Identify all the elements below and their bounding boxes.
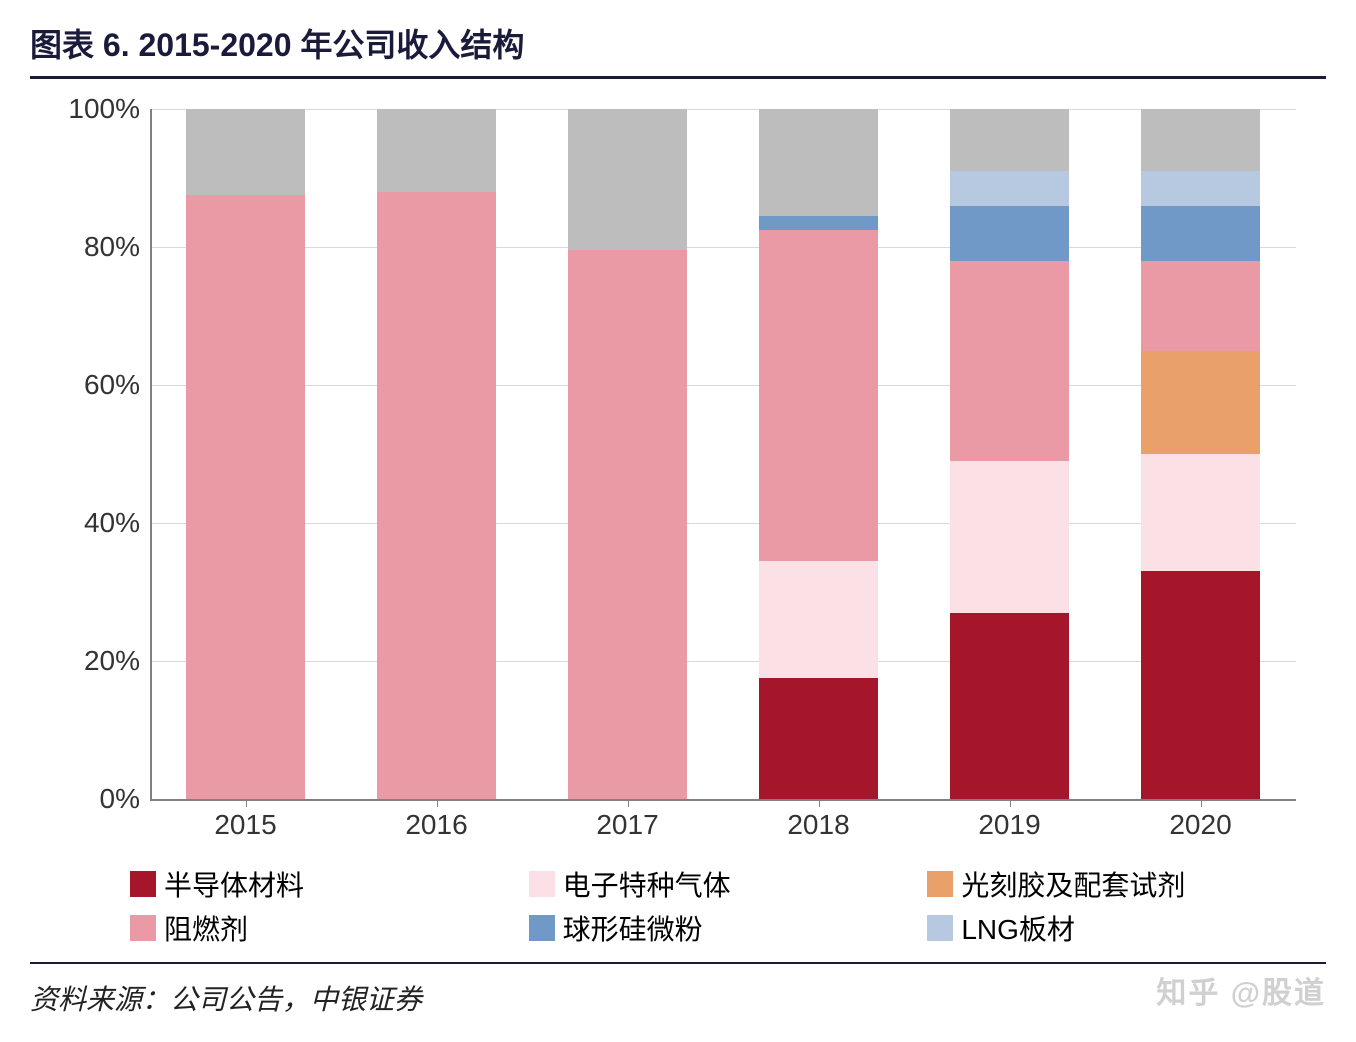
bar-group xyxy=(568,109,686,799)
bar-group xyxy=(759,109,877,799)
x-tick-mark xyxy=(628,799,629,807)
bar-segment xyxy=(759,109,877,216)
bar-segment xyxy=(759,230,877,561)
legend-swatch xyxy=(529,871,555,897)
legend-swatch xyxy=(130,871,156,897)
grid-line xyxy=(150,799,1296,801)
bar-segment xyxy=(377,109,495,192)
x-tick-mark xyxy=(1201,799,1202,807)
bar-group xyxy=(186,109,304,799)
legend: 半导体材料 电子特种气体 光刻胶及配套试剂阻燃剂 球形硅微粉 LNG板材 xyxy=(30,859,1326,958)
grid-line xyxy=(150,247,1296,248)
grid-line xyxy=(150,661,1296,662)
x-tick-mark xyxy=(437,799,438,807)
legend-item: 阻燃剂 xyxy=(130,908,529,948)
bar-segment xyxy=(1141,171,1259,206)
legend-swatch xyxy=(529,915,555,941)
bar-segment xyxy=(1141,454,1259,571)
y-axis-line xyxy=(150,109,152,799)
legend-item: 半导体材料 xyxy=(130,864,529,904)
y-tick-label: 100% xyxy=(68,93,140,125)
y-tick-label: 20% xyxy=(84,645,140,677)
legend-label: LNG板材 xyxy=(961,908,1075,948)
bar-segment xyxy=(1141,571,1259,799)
bar-segment xyxy=(950,109,1068,171)
plot-region: 201520162017201820192020 xyxy=(150,109,1296,799)
grid-line xyxy=(150,109,1296,110)
grid-line xyxy=(150,523,1296,524)
bar-segment xyxy=(759,216,877,230)
bar-segment xyxy=(186,109,304,195)
x-tick-label: 2019 xyxy=(978,809,1040,841)
legend-item: 光刻胶及配套试剂 xyxy=(927,864,1326,904)
figure-container: 图表 6. 2015-2020 年公司收入结构 2015201620172018… xyxy=(0,0,1356,1042)
x-tick-mark xyxy=(246,799,247,807)
bar-segment xyxy=(377,192,495,799)
bar-segment xyxy=(1141,351,1259,455)
bar-segment xyxy=(950,171,1068,206)
legend-label: 电子特种气体 xyxy=(563,864,731,904)
bar-segment xyxy=(186,195,304,799)
bar-group xyxy=(950,109,1068,799)
x-tick-label: 2018 xyxy=(787,809,849,841)
x-tick-mark xyxy=(1010,799,1011,807)
x-tick-label: 2016 xyxy=(405,809,467,841)
x-tick-label: 2017 xyxy=(596,809,658,841)
legend-label: 半导体材料 xyxy=(164,864,304,904)
bar-group xyxy=(377,109,495,799)
chart-area: 201520162017201820192020 0%20%40%60%80%1… xyxy=(30,99,1326,859)
legend-item: 球形硅微粉 xyxy=(529,908,928,948)
legend-item: LNG板材 xyxy=(927,908,1326,948)
chart-title: 图表 6. 2015-2020 年公司收入结构 xyxy=(30,20,1326,79)
x-tick-label: 2015 xyxy=(214,809,276,841)
legend-item: 电子特种气体 xyxy=(529,864,928,904)
bar-segment xyxy=(950,461,1068,613)
legend-swatch xyxy=(927,915,953,941)
bar-group xyxy=(1141,109,1259,799)
y-tick-label: 80% xyxy=(84,231,140,263)
bar-segment xyxy=(950,206,1068,261)
bar-segment xyxy=(568,250,686,799)
grid-line xyxy=(150,385,1296,386)
legend-label: 光刻胶及配套试剂 xyxy=(961,864,1185,904)
source-text: 资料来源：公司公告，中银证券 xyxy=(30,964,1326,1018)
legend-label: 球形硅微粉 xyxy=(563,908,703,948)
legend-swatch xyxy=(927,871,953,897)
watermark: 知乎 @股道 xyxy=(1156,968,1326,1012)
y-tick-label: 40% xyxy=(84,507,140,539)
bar-segment xyxy=(950,613,1068,799)
bar-segment xyxy=(568,109,686,250)
bar-segment xyxy=(1141,109,1259,171)
y-tick-label: 60% xyxy=(84,369,140,401)
legend-label: 阻燃剂 xyxy=(164,908,248,948)
legend-swatch xyxy=(130,915,156,941)
bar-segment xyxy=(759,561,877,678)
bar-segment xyxy=(1141,206,1259,261)
bar-segment xyxy=(759,678,877,799)
x-tick-mark xyxy=(819,799,820,807)
x-tick-label: 2020 xyxy=(1169,809,1231,841)
y-tick-label: 0% xyxy=(100,783,140,815)
bar-segment xyxy=(1141,261,1259,351)
bar-segment xyxy=(950,261,1068,461)
